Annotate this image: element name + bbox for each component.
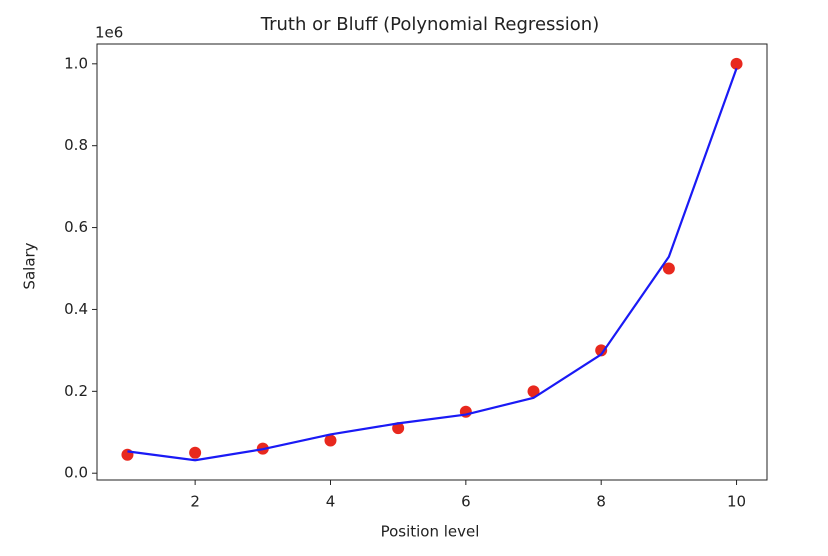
y-tick-label: 0.2 [64,382,88,400]
scatter-point [730,57,743,70]
scatter-point [324,434,337,447]
x-tick-label: 10 [727,493,746,511]
x-tick-label: 4 [326,493,336,511]
x-axis-label: Position level [381,523,480,541]
x-tick-label: 6 [461,493,471,511]
y-axis-label: Salary [21,242,39,289]
scatter-point [121,448,134,461]
chart-title: Truth or Bluff (Polynomial Regression) [260,14,599,35]
scatter-point [595,344,608,357]
x-tick-label: 8 [596,493,606,511]
regression-line [127,67,738,462]
scatter-point [392,422,405,435]
y-tick-label: 1.0 [64,54,88,72]
y-offset-text: 1e6 [95,24,123,42]
y-tick-label: 0.4 [64,300,88,318]
y-tick-label: 0.6 [64,218,88,236]
scatter-point [189,446,202,459]
x-tick-label: 2 [190,493,200,511]
scatter-point [527,385,540,398]
y-tick-label: 0.8 [64,136,88,154]
plot-frame [96,43,768,481]
scatter-point [662,262,675,275]
y-tick-label: 0.0 [64,464,88,482]
